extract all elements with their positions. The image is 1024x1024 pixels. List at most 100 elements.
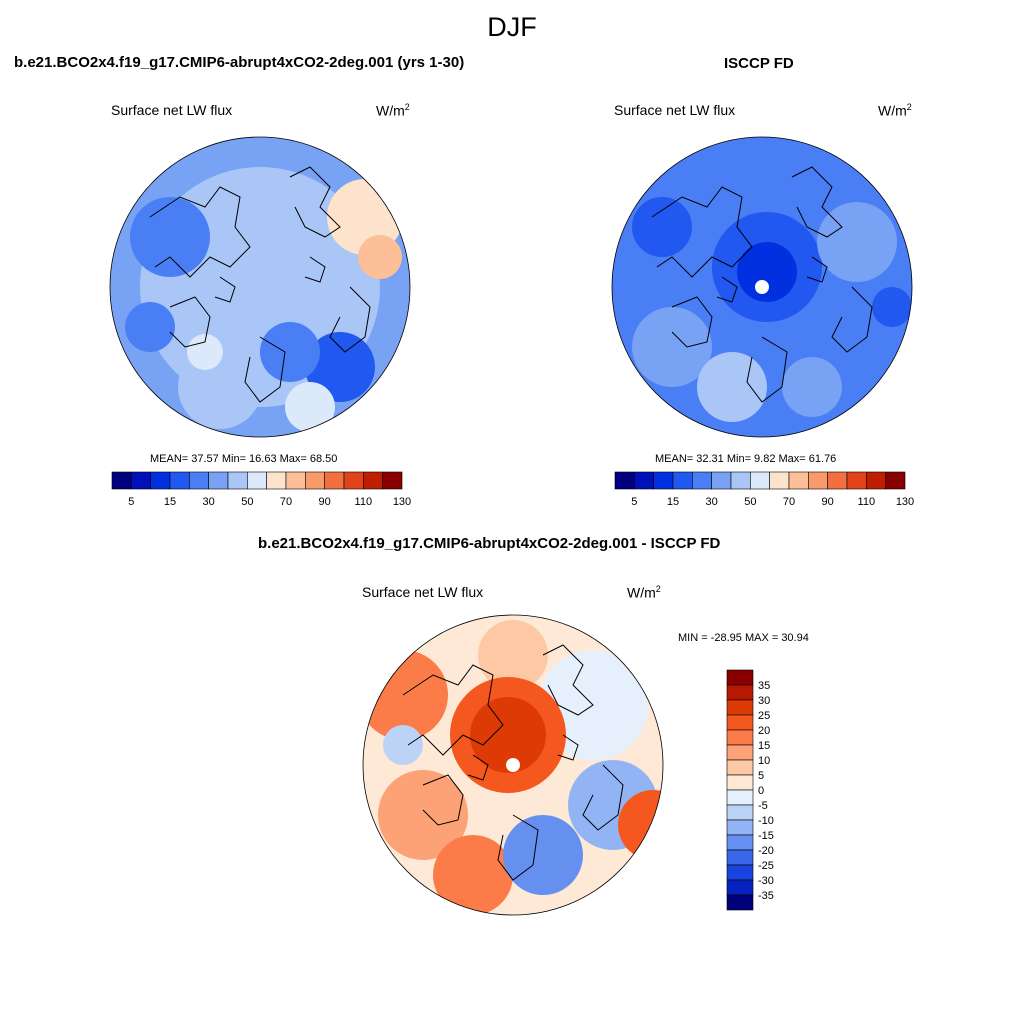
cb-model-tick-label: 15 xyxy=(164,496,176,508)
cb-obs-tick-label: 90 xyxy=(822,496,834,508)
cb-obs-swatch xyxy=(827,471,848,490)
map-model-coastline xyxy=(304,256,326,283)
cb-obs-swatch xyxy=(672,471,693,490)
cb-obs-tick-label: 50 xyxy=(744,496,756,508)
map-diff-fields xyxy=(363,615,663,915)
map-obs-field-region xyxy=(632,197,692,257)
map-diff-field-region xyxy=(433,835,513,915)
map-model-coastline xyxy=(289,166,341,238)
cb-model-swatch xyxy=(189,471,209,490)
colorbar-diff-tick-label: -20 xyxy=(758,845,774,857)
colorbar-diff-swatch xyxy=(726,684,754,701)
colorbar-diff-swatch xyxy=(726,744,754,761)
map-obs-field-region xyxy=(632,307,712,387)
map-model-boundary xyxy=(109,136,411,438)
colorbar-diff-tick-label: 10 xyxy=(758,755,770,767)
colorbar-obs: 5 15 30 50 70 90 110 130 xyxy=(614,471,914,508)
cb-model-swatch xyxy=(382,471,403,490)
colorbar-diff-tick-label: 5 xyxy=(758,770,764,782)
cb-obs-swatch xyxy=(846,471,867,490)
cb-obs-swatch xyxy=(769,471,790,490)
colorbar-diff-swatch xyxy=(726,759,754,776)
map-obs-coastline xyxy=(746,336,788,403)
cb-model-tick-label: 30 xyxy=(203,496,215,508)
map-obs-pole-gap xyxy=(755,280,769,294)
map-model-coastline xyxy=(149,186,251,278)
cb-model-tick-label: 5 xyxy=(128,496,134,508)
colorbar-diff-tick-label: 35 xyxy=(758,680,770,692)
panel-obs-field-label: Surface net LW flux xyxy=(614,102,736,118)
colorbar-diff-tick-label: 25 xyxy=(758,710,770,722)
map-diff-field-region xyxy=(503,815,583,895)
cb-model-swatch xyxy=(266,471,287,490)
panel-diff-title: b.e21.BCO2x4.f19_g17.CMIP6-abrupt4xCO2-2… xyxy=(258,535,721,552)
map-diff-coastline xyxy=(497,814,539,881)
map-diff-field-region xyxy=(378,770,468,860)
map-model-field-region xyxy=(285,382,335,432)
colorbar-diff-swatch xyxy=(726,729,754,746)
colorbar-diff-swatch xyxy=(726,789,754,806)
cb-obs-tick-label: 130 xyxy=(896,496,914,508)
map-diff-coastline xyxy=(557,734,579,761)
map-model-field-region xyxy=(305,332,375,402)
map-diff-coastline xyxy=(582,764,624,831)
cb-model-swatch xyxy=(150,471,171,490)
colorbar-diff-tick-label: -10 xyxy=(758,815,774,827)
colorbar-diff-swatch xyxy=(726,774,754,791)
colorbar-diff-tick-label: 0 xyxy=(758,785,764,797)
cb-obs-swatch xyxy=(730,471,751,490)
cb-obs-swatch xyxy=(653,471,674,490)
cb-model-swatch xyxy=(343,471,364,490)
cb-obs-tick-label: 110 xyxy=(858,496,876,508)
cb-obs-swatch xyxy=(614,471,635,490)
cb-obs-tick-label: 15 xyxy=(667,496,679,508)
cb-obs-swatch xyxy=(788,471,809,490)
cb-model-swatch xyxy=(131,471,151,490)
colorbar-diff-tick-label: -25 xyxy=(758,860,774,872)
panel-obs-title: ISCCP FD xyxy=(724,55,794,72)
panel-diff-field-label: Surface net LW flux xyxy=(362,584,484,600)
colorbar-diff-tick-label: -30 xyxy=(758,875,774,887)
colorbar-diff-swatch xyxy=(726,834,754,851)
panel-obs-stats: MEAN= 32.31 Min= 9.82 Max= 61.76 xyxy=(655,453,837,465)
colorbar-diff-swatch xyxy=(726,864,754,881)
colorbar-diff-swatch xyxy=(726,804,754,821)
map-model-coastline xyxy=(329,286,371,353)
cb-model-tick-label: 50 xyxy=(241,496,253,508)
panel-model-field-label: Surface net LW flux xyxy=(111,102,233,118)
map-diff-boundary xyxy=(362,614,664,916)
map-model-coastline xyxy=(169,296,211,348)
colorbar-diff-swatch xyxy=(726,669,754,686)
map-obs-coastline xyxy=(651,186,753,278)
map-diff-field-region xyxy=(478,620,548,690)
cb-model-swatch xyxy=(324,471,345,490)
panel-model-stats: MEAN= 37.57 Min= 16.63 Max= 68.50 xyxy=(150,453,338,465)
colorbar-diff-swatch xyxy=(726,879,754,896)
cb-model-swatch xyxy=(227,471,248,490)
map-obs-field-region xyxy=(782,357,842,417)
map-diff-field-region xyxy=(618,790,663,860)
cb-model-tick-label: 110 xyxy=(355,496,373,508)
cb-obs-tick-label: 5 xyxy=(631,496,637,508)
cb-obs-swatch xyxy=(866,471,886,490)
colorbar-diff-tick-label: -15 xyxy=(758,830,774,842)
map-obs-field-region xyxy=(872,287,912,327)
cb-obs-swatch xyxy=(808,471,828,490)
panel-model-title: b.e21.BCO2x4.f19_g17.CMIP6-abrupt4xCO2-2… xyxy=(14,54,465,71)
map-diff-coastline xyxy=(467,754,489,781)
map-diff-coastline xyxy=(402,664,504,756)
map-model-fields xyxy=(110,137,410,437)
colorbar-diff-tick-label: 20 xyxy=(758,725,770,737)
map-obs-coastline xyxy=(791,166,843,238)
map-diff-coastline xyxy=(542,644,594,716)
panel-diff-stats: MIN = -28.95 MAX = 30.94 xyxy=(678,632,809,644)
map-obs-coastline xyxy=(671,296,713,348)
cb-obs-swatch xyxy=(634,471,654,490)
cb-model-tick-label: 70 xyxy=(280,496,292,508)
map-obs xyxy=(611,136,913,438)
map-obs-coastline xyxy=(831,286,873,353)
cb-obs-tick-label: 70 xyxy=(783,496,795,508)
colorbar-diff-swatch xyxy=(726,849,754,866)
map-model-coastline xyxy=(214,276,236,303)
cb-model-swatch xyxy=(111,471,132,490)
